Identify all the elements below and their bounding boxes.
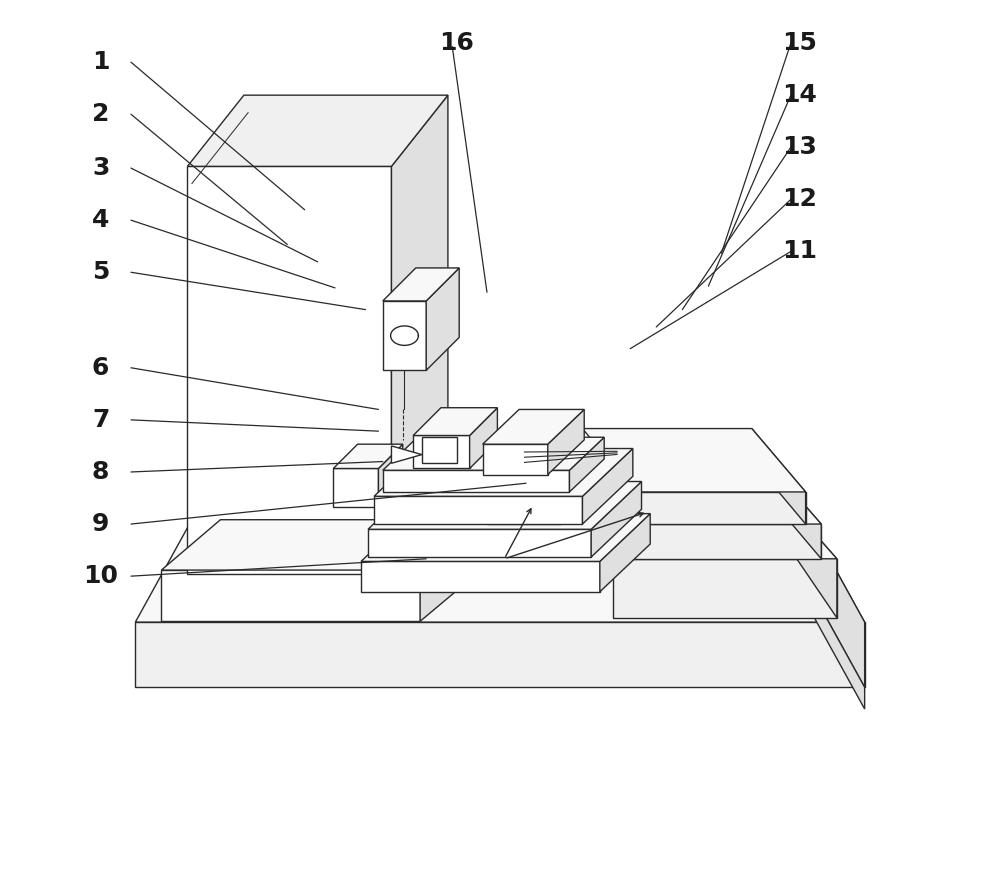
Polygon shape (391, 95, 448, 574)
Polygon shape (374, 449, 633, 496)
Text: 8: 8 (92, 460, 109, 484)
Text: 13: 13 (782, 135, 817, 159)
Text: 10: 10 (83, 564, 118, 588)
Text: 7: 7 (92, 408, 109, 432)
Polygon shape (413, 408, 497, 436)
Polygon shape (391, 446, 422, 463)
Polygon shape (161, 520, 479, 571)
Polygon shape (556, 492, 837, 559)
Text: 3: 3 (92, 156, 109, 180)
Polygon shape (569, 437, 604, 492)
Polygon shape (561, 462, 596, 524)
Polygon shape (569, 460, 821, 524)
Text: 2: 2 (92, 102, 109, 126)
Text: 9: 9 (92, 512, 109, 536)
Polygon shape (368, 530, 591, 557)
Text: 14: 14 (782, 83, 817, 107)
Text: 11: 11 (782, 240, 817, 263)
Polygon shape (383, 300, 426, 370)
Polygon shape (135, 496, 865, 622)
Polygon shape (383, 470, 569, 492)
Polygon shape (487, 495, 561, 524)
Polygon shape (383, 437, 604, 470)
Polygon shape (795, 496, 865, 687)
Polygon shape (426, 268, 459, 370)
Polygon shape (161, 571, 420, 621)
Polygon shape (420, 520, 479, 621)
Polygon shape (187, 166, 391, 574)
Polygon shape (333, 444, 403, 469)
Polygon shape (635, 492, 806, 524)
Polygon shape (752, 429, 806, 524)
Polygon shape (413, 436, 470, 469)
Polygon shape (361, 514, 650, 562)
Polygon shape (187, 95, 448, 166)
Polygon shape (333, 469, 378, 507)
Text: 16: 16 (439, 31, 474, 55)
Text: 1: 1 (92, 51, 109, 74)
Text: 4: 4 (92, 208, 109, 233)
Text: 6: 6 (92, 355, 109, 380)
Polygon shape (487, 462, 596, 495)
Polygon shape (368, 482, 642, 530)
Polygon shape (582, 429, 806, 492)
Polygon shape (778, 492, 837, 618)
Polygon shape (548, 409, 584, 475)
Polygon shape (470, 408, 497, 469)
Polygon shape (361, 562, 600, 591)
Polygon shape (422, 437, 457, 463)
Polygon shape (582, 449, 633, 524)
Polygon shape (591, 482, 642, 557)
Polygon shape (135, 622, 865, 687)
Polygon shape (483, 409, 584, 444)
Polygon shape (795, 562, 865, 709)
Polygon shape (374, 496, 582, 524)
Polygon shape (483, 444, 548, 475)
Polygon shape (626, 524, 821, 559)
Polygon shape (613, 559, 837, 618)
Text: 5: 5 (92, 260, 109, 284)
Polygon shape (383, 268, 459, 300)
Polygon shape (765, 460, 821, 559)
Text: 15: 15 (782, 31, 817, 55)
Text: 12: 12 (782, 187, 817, 212)
Polygon shape (600, 514, 650, 591)
Polygon shape (378, 444, 403, 507)
